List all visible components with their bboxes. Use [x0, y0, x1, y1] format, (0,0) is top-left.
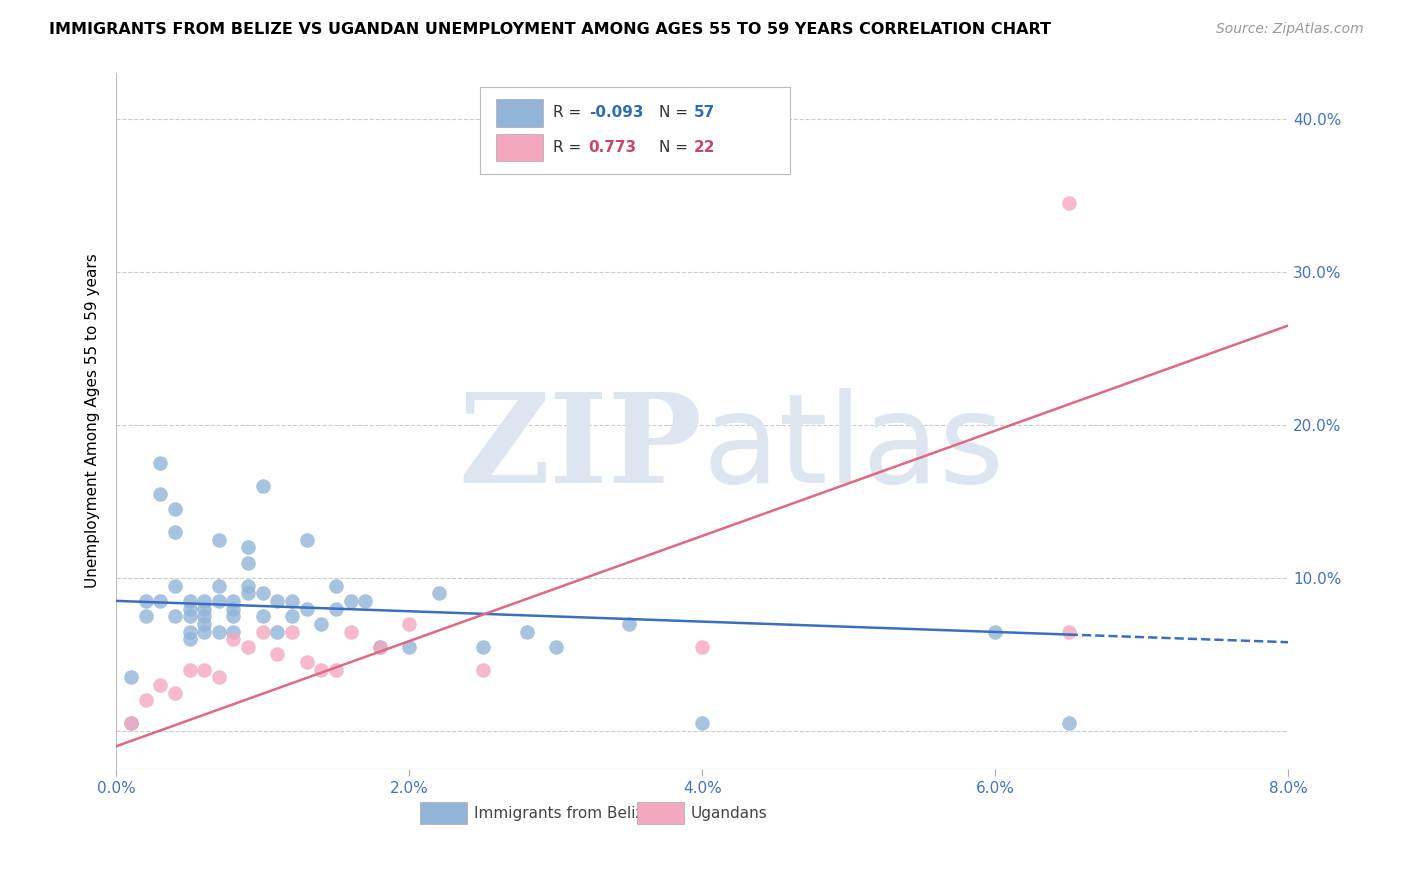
Text: 57: 57: [695, 105, 716, 120]
Point: [368, 640, 391, 654]
Point: [266, 624, 288, 639]
Point: [281, 594, 304, 608]
Point: [236, 578, 259, 592]
Point: [179, 609, 201, 624]
Point: [163, 578, 186, 592]
FancyBboxPatch shape: [496, 134, 543, 161]
Point: [252, 609, 274, 624]
Point: [120, 670, 142, 684]
Point: [1057, 196, 1080, 211]
Point: [149, 678, 172, 692]
Point: [135, 609, 157, 624]
Point: [236, 556, 259, 570]
Point: [252, 479, 274, 493]
Point: [193, 624, 215, 639]
Point: [163, 524, 186, 539]
Point: [193, 609, 215, 624]
Text: Ugandans: Ugandans: [690, 805, 768, 821]
Point: [339, 594, 361, 608]
Point: [692, 716, 714, 731]
Point: [339, 624, 361, 639]
Point: [208, 624, 231, 639]
Text: R =: R =: [554, 105, 586, 120]
FancyBboxPatch shape: [420, 802, 467, 824]
Point: [222, 601, 245, 615]
Text: N =: N =: [659, 140, 693, 155]
FancyBboxPatch shape: [637, 802, 683, 824]
Point: [149, 487, 172, 501]
Point: [325, 601, 347, 615]
Text: Immigrants from Belize: Immigrants from Belize: [474, 805, 652, 821]
Text: -0.093: -0.093: [589, 105, 643, 120]
Point: [398, 616, 420, 631]
Point: [208, 533, 231, 547]
Point: [544, 640, 567, 654]
Point: [179, 624, 201, 639]
Point: [295, 655, 318, 669]
Point: [427, 586, 450, 600]
Point: [222, 609, 245, 624]
Point: [163, 502, 186, 516]
Point: [325, 663, 347, 677]
Point: [325, 578, 347, 592]
Point: [311, 616, 333, 631]
Point: [368, 640, 391, 654]
Text: ZIP: ZIP: [458, 388, 703, 509]
Point: [984, 624, 1007, 639]
Point: [471, 663, 494, 677]
Text: 22: 22: [695, 140, 716, 155]
Point: [266, 648, 288, 662]
Point: [236, 640, 259, 654]
Point: [120, 716, 142, 731]
Point: [252, 586, 274, 600]
Point: [222, 624, 245, 639]
Point: [281, 624, 304, 639]
Y-axis label: Unemployment Among Ages 55 to 59 years: Unemployment Among Ages 55 to 59 years: [86, 253, 100, 589]
Point: [149, 594, 172, 608]
Point: [149, 456, 172, 470]
Point: [617, 616, 640, 631]
Point: [515, 624, 537, 639]
Point: [222, 594, 245, 608]
Point: [135, 594, 157, 608]
Point: [692, 640, 714, 654]
FancyBboxPatch shape: [496, 99, 543, 127]
Point: [193, 594, 215, 608]
FancyBboxPatch shape: [479, 87, 790, 174]
Point: [295, 533, 318, 547]
Point: [354, 594, 377, 608]
Point: [179, 601, 201, 615]
Point: [193, 663, 215, 677]
Point: [471, 640, 494, 654]
Text: atlas: atlas: [703, 388, 1004, 509]
Point: [135, 693, 157, 707]
Point: [236, 586, 259, 600]
Text: Source: ZipAtlas.com: Source: ZipAtlas.com: [1216, 22, 1364, 37]
Text: IMMIGRANTS FROM BELIZE VS UGANDAN UNEMPLOYMENT AMONG AGES 55 TO 59 YEARS CORRELA: IMMIGRANTS FROM BELIZE VS UGANDAN UNEMPL…: [49, 22, 1052, 37]
Point: [281, 609, 304, 624]
Point: [1057, 624, 1080, 639]
Point: [163, 609, 186, 624]
Point: [179, 594, 201, 608]
Text: R =: R =: [554, 140, 586, 155]
Point: [236, 541, 259, 555]
Point: [1057, 716, 1080, 731]
Point: [120, 716, 142, 731]
Point: [222, 632, 245, 647]
Point: [208, 594, 231, 608]
Point: [208, 578, 231, 592]
Point: [311, 663, 333, 677]
Point: [252, 624, 274, 639]
Point: [179, 663, 201, 677]
Text: N =: N =: [659, 105, 693, 120]
Point: [193, 601, 215, 615]
Point: [266, 594, 288, 608]
Point: [193, 616, 215, 631]
Point: [163, 686, 186, 700]
Text: 0.773: 0.773: [589, 140, 637, 155]
Point: [295, 601, 318, 615]
Point: [208, 670, 231, 684]
Point: [398, 640, 420, 654]
Point: [179, 632, 201, 647]
